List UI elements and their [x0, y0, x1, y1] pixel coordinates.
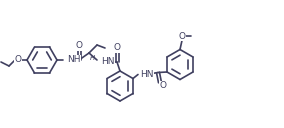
Text: NH: NH — [67, 56, 80, 65]
Text: HN: HN — [101, 57, 114, 67]
Text: H: H — [90, 55, 95, 61]
Text: O: O — [160, 81, 166, 90]
Text: O: O — [76, 41, 82, 51]
Text: O: O — [14, 56, 22, 65]
Text: HN: HN — [140, 70, 153, 79]
Text: O: O — [178, 32, 185, 41]
Text: O: O — [114, 44, 120, 52]
